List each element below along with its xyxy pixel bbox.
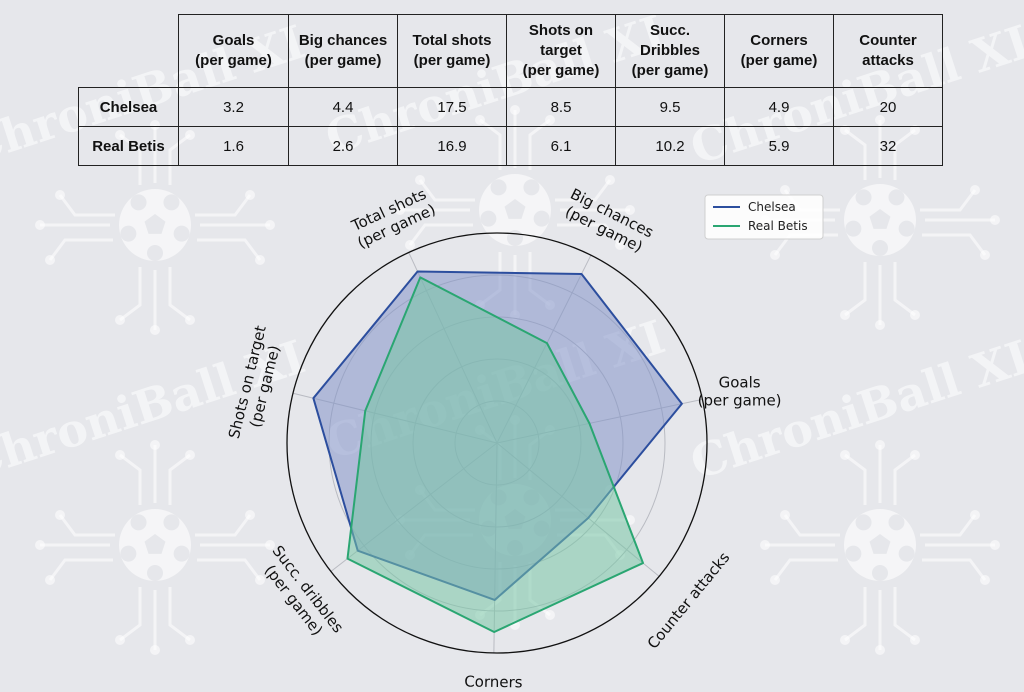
axis-label: Goals (per game)	[698, 373, 782, 409]
chart-legend: Chelsea Real Betis	[704, 194, 824, 240]
axis-label: Total shots(per game)	[347, 184, 438, 252]
table-cell: 16.9	[397, 126, 507, 166]
radar-outer-circle	[286, 232, 708, 654]
team-name-cell: Chelsea	[78, 87, 179, 127]
table-cell: 9.5	[615, 87, 725, 127]
column-header-counter-attacks: Counter attacks	[833, 14, 943, 88]
column-header-big-chances: Big chances (per game)	[288, 14, 398, 88]
axis-label: Corners(per game)	[451, 672, 536, 692]
table-header-row: Goals (per game) Big chances (per game) To…	[78, 14, 943, 88]
column-header-shots-on-target: Shots on target (per game)	[506, 14, 616, 88]
column-header-corners: Corners (per game)	[724, 14, 834, 88]
table-cell: 3.2	[178, 87, 289, 127]
team-name-cell: Real Betis	[78, 126, 179, 166]
table-row: Real Betis 1.6 2.6 16.9 6.1 10.2 5.9 32	[78, 126, 943, 166]
axis-label: Succ. dribbles(per game)	[254, 542, 347, 647]
axis-label: Big chances(per game)	[559, 185, 656, 258]
table-cell: 2.6	[288, 126, 398, 166]
table-cell: 4.9	[724, 87, 834, 127]
legend-label: Chelsea	[748, 200, 796, 214]
circuit-ball-watermark-icon	[760, 440, 1000, 655]
column-header-goals: Goals (per game)	[178, 14, 289, 88]
table-cell: 32	[833, 126, 943, 166]
series-area-real-betis	[346, 276, 644, 633]
axis-label: Shots on target(per game)	[225, 324, 287, 445]
table-cell: 10.2	[615, 126, 725, 166]
table-cell: 4.4	[288, 87, 398, 127]
table-cell: 17.5	[397, 87, 507, 127]
stats-table: Goals (per game) Big chances (per game) To…	[78, 14, 943, 166]
legend-label: Real Betis	[748, 219, 808, 233]
axis-label: Counter attacks	[644, 548, 734, 652]
circuit-ball-watermark-icon	[35, 440, 275, 655]
table-cell: 6.1	[506, 126, 616, 166]
column-header-succ-dribbles: Succ. Dribbles (per game)	[615, 14, 725, 88]
